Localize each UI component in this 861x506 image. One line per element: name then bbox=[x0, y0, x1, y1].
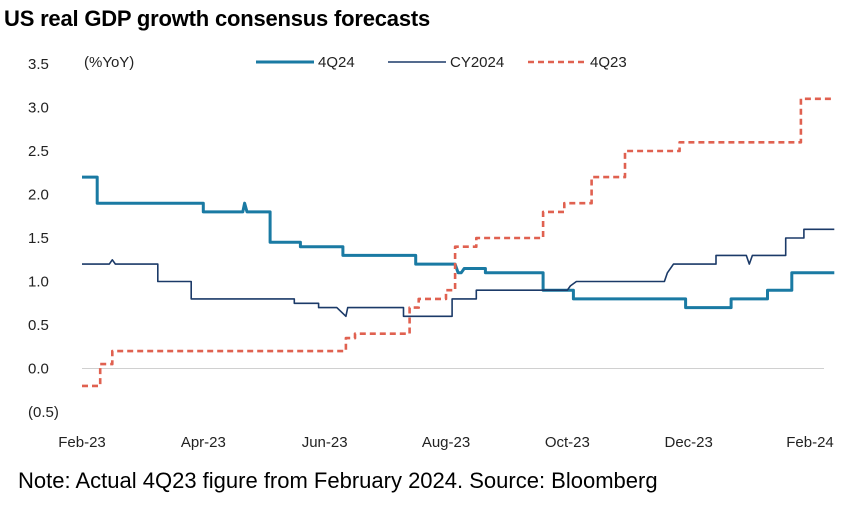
y-axis-ticks: 3.5 3.0 2.5 2.0 1.5 1.0 0.5 0.0 (0.5) bbox=[28, 56, 59, 421]
x-tick-label: Jun-23 bbox=[302, 434, 348, 451]
y-tick-label: 3.5 bbox=[28, 56, 49, 73]
x-tick-label: Feb-23 bbox=[58, 434, 106, 451]
chart-title: US real GDP growth consensus forecasts bbox=[4, 6, 431, 31]
x-tick-label: Apr-23 bbox=[181, 434, 226, 451]
y-tick-label: 0.0 bbox=[28, 361, 49, 378]
y-tick-label: 1.5 bbox=[28, 230, 49, 247]
legend: 4Q24 CY2024 4Q23 bbox=[256, 54, 627, 71]
y-axis-label: (%YoY) bbox=[84, 54, 134, 71]
series-line-4q23 bbox=[82, 97, 835, 388]
x-tick-label: Dec-23 bbox=[664, 434, 712, 451]
legend-label-4q24: 4Q24 bbox=[318, 54, 355, 71]
legend-label-cy2024: CY2024 bbox=[450, 54, 504, 71]
legend-label-4q23: 4Q23 bbox=[590, 54, 627, 71]
source-note: Note: Actual 4Q23 figure from February 2… bbox=[18, 468, 658, 493]
x-tick-label: Oct-23 bbox=[545, 434, 590, 451]
series-line-cy2024 bbox=[82, 228, 835, 318]
series-line-4q24 bbox=[82, 175, 835, 310]
y-tick-label: 0.5 bbox=[28, 317, 49, 334]
y-tick-label: 3.0 bbox=[28, 100, 49, 117]
y-tick-label: 2.0 bbox=[28, 187, 49, 204]
series-layer bbox=[82, 97, 835, 388]
x-tick-label: Feb-24 bbox=[786, 434, 834, 451]
x-axis-ticks: Feb-23 Apr-23 Jun-23 Aug-23 Oct-23 Dec-23 Feb-… bbox=[58, 434, 834, 451]
y-tick-label: 2.5 bbox=[28, 143, 49, 160]
y-tick-label: (0.5) bbox=[28, 404, 59, 421]
x-tick-label: Aug-23 bbox=[422, 434, 470, 451]
y-tick-label: 1.0 bbox=[28, 274, 49, 291]
